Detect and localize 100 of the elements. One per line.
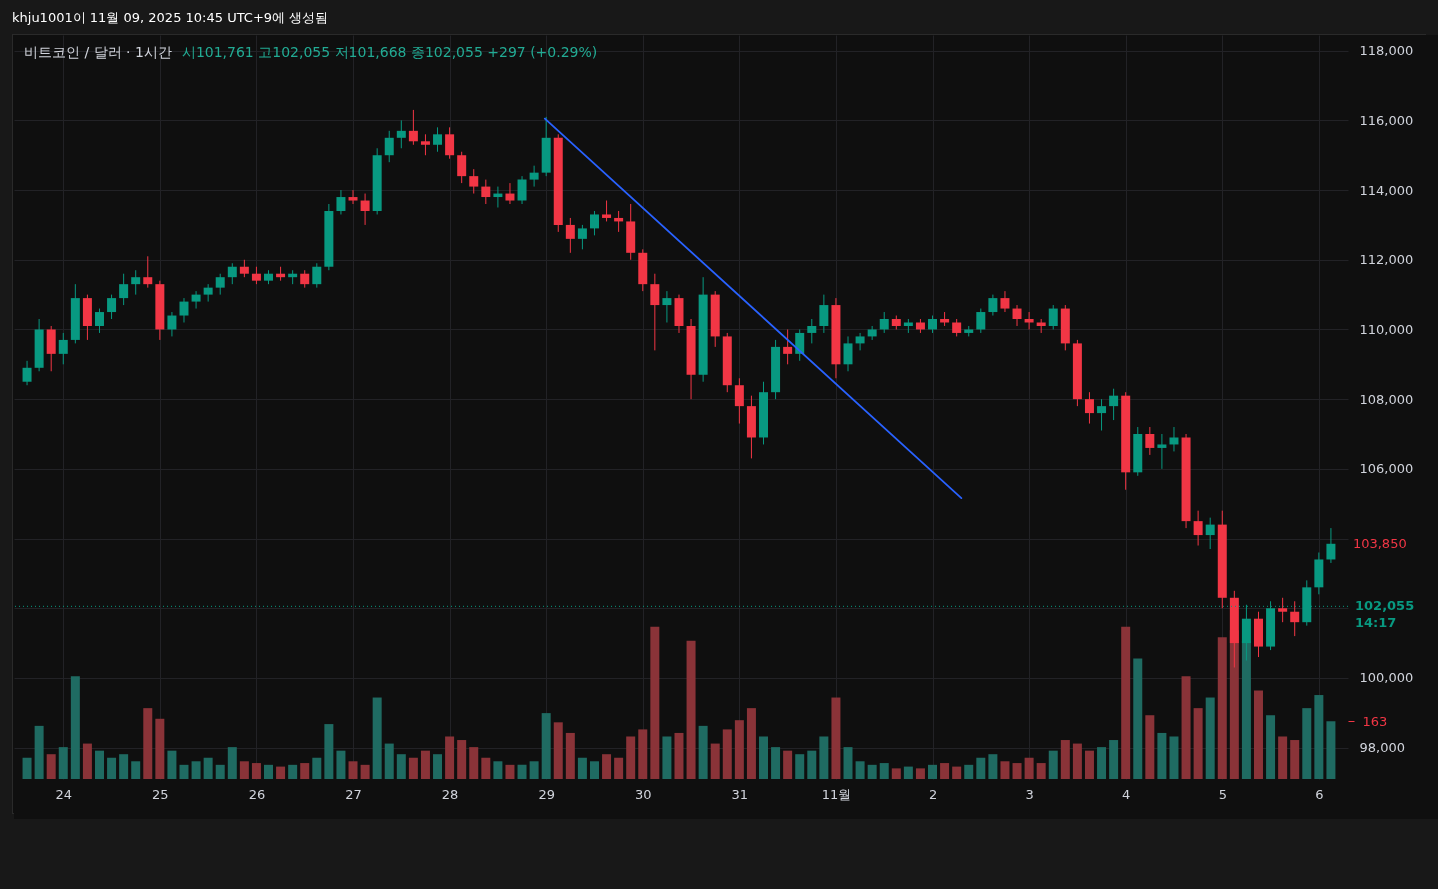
bar: [1048, 750, 1058, 779]
candlestick: [1290, 600, 1300, 637]
candlestick: [58, 332, 68, 365]
candlestick: [445, 126, 455, 160]
y-tick-label: 114,000: [1359, 182, 1414, 198]
bar: [674, 732, 684, 779]
y-tick-label: 110,000: [1359, 321, 1414, 337]
bar: [928, 764, 938, 779]
bar: [300, 763, 310, 779]
bar: [1109, 740, 1119, 779]
bar: [1145, 715, 1155, 779]
bar: [70, 676, 80, 779]
x-tick-label: 6: [1315, 786, 1324, 802]
bar: [855, 761, 865, 779]
bar: [264, 764, 274, 779]
bar: [517, 764, 527, 779]
candlestick: [131, 269, 141, 296]
bar: [1326, 721, 1336, 779]
bar: [553, 722, 563, 779]
bar: [34, 725, 44, 779]
bar: [1169, 736, 1179, 779]
bar: [940, 763, 950, 779]
candlestick: [505, 182, 515, 205]
candlestick: [215, 273, 225, 296]
candlestick: [179, 297, 189, 323]
candlestick: [1205, 517, 1215, 550]
candlestick: [879, 311, 889, 334]
text: khju1001이 11월 09, 2025 10:45 UTC+9에 생성됨: [12, 9, 329, 27]
bar: [529, 761, 539, 779]
bar: [372, 697, 382, 779]
bar: [626, 736, 636, 779]
candlestick: [22, 360, 32, 386]
bar: [964, 764, 974, 779]
bar: [336, 750, 346, 779]
bar: [1012, 763, 1022, 779]
bar: [843, 747, 853, 779]
bar: [239, 761, 249, 779]
bar: [807, 750, 817, 779]
x-tick-label: 25: [152, 786, 169, 802]
bar: [22, 757, 32, 779]
bar: [1121, 626, 1131, 779]
candlestick: [336, 189, 346, 215]
x-tick-label: 4: [1122, 786, 1131, 802]
candlestick: [795, 328, 805, 362]
bar: [58, 747, 68, 779]
bar: [324, 724, 334, 779]
bar: [1314, 695, 1324, 779]
bar: [988, 754, 998, 779]
x-tick-label: 24: [55, 786, 73, 802]
bar: [915, 768, 925, 779]
candlestick: [855, 332, 865, 351]
x-tick-label: 27: [345, 786, 362, 802]
ref-line-label: 102,055 14:17: [1355, 598, 1415, 631]
bar: [167, 750, 177, 779]
bar: [976, 757, 986, 779]
bar: [1290, 740, 1300, 779]
bar: [420, 750, 430, 779]
bar: [312, 757, 322, 779]
candlestick: [360, 193, 370, 226]
bar: [203, 757, 213, 779]
bar: [1266, 715, 1276, 779]
bar: [94, 750, 104, 779]
candlestick: [734, 377, 744, 425]
bar: [179, 764, 189, 779]
x-tick-label: 2: [928, 786, 938, 802]
annotation: 103,850: [1352, 535, 1407, 551]
candlestick: [517, 175, 527, 205]
candlestick: [191, 290, 201, 310]
bar: [831, 697, 841, 779]
x-tick-label: 5: [1218, 786, 1227, 802]
bar: [408, 757, 418, 779]
candlestick: [107, 294, 117, 320]
bar: [686, 640, 696, 779]
candlestick: [348, 189, 358, 205]
bar: [119, 754, 129, 779]
y-tick-label: 116,000: [1359, 112, 1414, 128]
candlestick: [1048, 304, 1058, 330]
bar: [143, 708, 153, 779]
bar: [1181, 676, 1191, 779]
bar: [1193, 708, 1203, 779]
bar: [903, 766, 913, 779]
candlestick: [469, 168, 479, 195]
bar: [771, 747, 781, 779]
candlestick: [420, 133, 430, 156]
candlestick: [589, 210, 599, 236]
x-tick-label: 31: [731, 786, 749, 802]
candlestick: [1326, 527, 1336, 564]
bar: [348, 761, 358, 779]
y-tick-label: 100,000: [1359, 670, 1414, 686]
bar: [457, 740, 467, 779]
y-tick-label: 112,000: [1359, 252, 1414, 268]
candlestick: [384, 130, 394, 163]
candlestick: [807, 318, 817, 344]
y-tick-label: 106,000: [1359, 461, 1414, 477]
bar: [131, 761, 141, 779]
candlestick: [819, 294, 829, 334]
bar: [215, 764, 225, 779]
bar: [867, 764, 877, 779]
bar: [734, 720, 744, 779]
bar: [360, 764, 370, 779]
